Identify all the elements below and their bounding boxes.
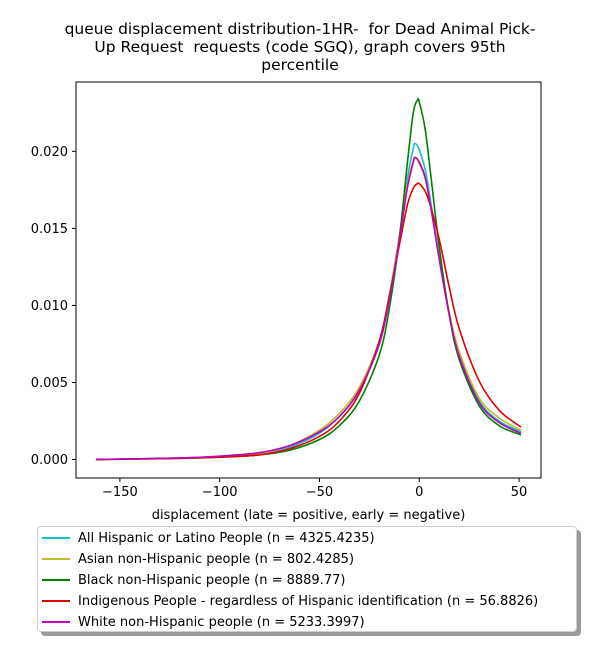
chart-title-line-1: queue displacement distribution-1HR- for… xyxy=(64,20,536,38)
legend-item: Asian non-Hispanic people (n = 802.4285) xyxy=(38,549,354,569)
legend: All Hispanic or Latino People (n = 4325.… xyxy=(37,526,577,632)
legend-label: All Hispanic or Latino People (n = 4325.… xyxy=(78,530,375,546)
legend-swatch xyxy=(42,537,70,539)
chart-title-line-3: percentile xyxy=(261,56,339,74)
y-tick-label: 0.020 xyxy=(31,145,68,160)
chart-title-line-2: Up Request requests (code SGQ), graph co… xyxy=(94,38,506,56)
legend-item: Black non-Hispanic people (n = 8889.77) xyxy=(38,570,345,590)
legend-swatch xyxy=(42,600,70,602)
plot-frame xyxy=(75,81,542,479)
legend-swatch xyxy=(42,621,70,623)
legend-item: All Hispanic or Latino People (n = 4325.… xyxy=(38,528,375,548)
series-line-5 xyxy=(95,156,522,461)
legend-label: Asian non-Hispanic people (n = 802.4285) xyxy=(78,551,355,567)
x-tick-label: 50 xyxy=(511,485,528,500)
series-layer xyxy=(95,97,522,461)
series-line-1 xyxy=(95,142,522,461)
legend-swatch xyxy=(42,558,70,560)
x-axis-label: displacement (late = positive, early = n… xyxy=(152,508,466,523)
x-tick-label: −100 xyxy=(202,485,238,500)
y-tick-label: 0.015 xyxy=(31,222,68,237)
y-tick-label: 0.010 xyxy=(31,299,68,314)
x-tick-label: −150 xyxy=(102,485,138,500)
x-tick-label: −50 xyxy=(306,485,333,500)
legend-item: Indigenous People - regardless of Hispan… xyxy=(38,591,538,611)
legend-item: White non-Hispanic people (n = 5233.3997… xyxy=(38,612,365,632)
x-tick-label: 0 xyxy=(415,485,423,500)
series-line-4 xyxy=(95,182,522,461)
y-tick-label: 0.000 xyxy=(31,453,68,468)
series-line-2 xyxy=(95,156,522,461)
y-tick-label: 0.005 xyxy=(31,376,68,391)
series-line-3 xyxy=(95,97,522,461)
legend-swatch xyxy=(42,579,70,581)
legend-label: Black non-Hispanic people (n = 8889.77) xyxy=(78,572,346,588)
axes-layer: −150 −100 −50 0 50 0.000 0.005 0.010 0.015 0.020 xyxy=(31,145,528,500)
legend-label: White non-Hispanic people (n = 5233.3997… xyxy=(78,614,365,630)
legend-label: Indigenous People - regardless of Hispan… xyxy=(78,593,539,609)
